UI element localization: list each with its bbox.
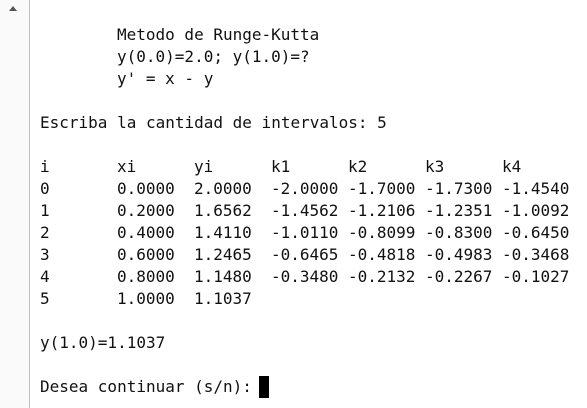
table-cell: 3	[40, 245, 50, 264]
scroll-up-arrow[interactable]	[9, 6, 17, 11]
table-cell: -0.4818	[348, 245, 416, 264]
column-header: k1	[271, 157, 291, 176]
table-cell: -1.0110	[271, 223, 339, 242]
table-cell: 1.0000	[117, 289, 175, 308]
table-cell: -0.2267	[425, 267, 493, 286]
table-cell: 1.1480	[194, 267, 252, 286]
table-cell: 0.6000	[117, 245, 175, 264]
table-cell: -0.1027	[502, 267, 570, 286]
table-cell: 1.1037	[194, 289, 252, 308]
continue-prompt: Desea continuar (s/n):	[40, 377, 252, 396]
table-cell: -0.8099	[348, 223, 416, 242]
table-cell: -1.7000	[348, 179, 416, 198]
table-cell: 0.8000	[117, 267, 175, 286]
table-cell: 0.2000	[117, 201, 175, 220]
table-cell: -0.6465	[271, 245, 339, 264]
cursor	[259, 376, 269, 398]
column-header: xi	[117, 157, 137, 176]
table-cell: -1.2106	[348, 201, 416, 220]
column-header: yi	[194, 157, 214, 176]
table-cell: -0.3468	[502, 245, 570, 264]
table-cell: 1.2465	[194, 245, 252, 264]
table-cell: -0.6450	[502, 223, 570, 242]
table-cell: 4	[40, 267, 50, 286]
intro-line: Metodo de Runge-Kutta	[117, 25, 320, 44]
table-cell: 0	[40, 179, 50, 198]
table-cell: -1.0092	[502, 201, 570, 220]
column-header: k4	[502, 157, 522, 176]
table-cell: -1.4540	[502, 179, 570, 198]
table-cell: -0.4983	[425, 245, 493, 264]
scrollbar[interactable]	[0, 0, 30, 408]
table-cell: -0.8300	[425, 223, 493, 242]
table-cell: 2	[40, 223, 50, 242]
prompt: Escriba la cantidad de intervalos: 5	[40, 113, 387, 132]
table-cell: -1.7300	[425, 179, 493, 198]
table-cell: 0.0000	[117, 179, 175, 198]
table-cell: -0.2132	[348, 267, 416, 286]
table-cell: 5	[40, 289, 50, 308]
table-cell: 1.4110	[194, 223, 252, 242]
table-cell: -1.4562	[271, 201, 339, 220]
table-cell: 1.6562	[194, 201, 252, 220]
result: y(1.0)=1.1037	[40, 333, 166, 352]
table-cell: -1.2351	[425, 201, 493, 220]
column-header: k2	[348, 157, 368, 176]
table-cell: 0.4000	[117, 223, 175, 242]
column-header: k3	[425, 157, 445, 176]
intro-line: y(0.0)=2.0; y(1.0)=?	[117, 47, 310, 66]
table-cell: -0.3480	[271, 267, 339, 286]
table-cell: -2.0000	[271, 179, 339, 198]
column-header: i	[40, 157, 50, 176]
table-cell: 2.0000	[194, 179, 252, 198]
intro-line: y' = x - y	[117, 69, 214, 88]
table-cell: 1	[40, 201, 50, 220]
